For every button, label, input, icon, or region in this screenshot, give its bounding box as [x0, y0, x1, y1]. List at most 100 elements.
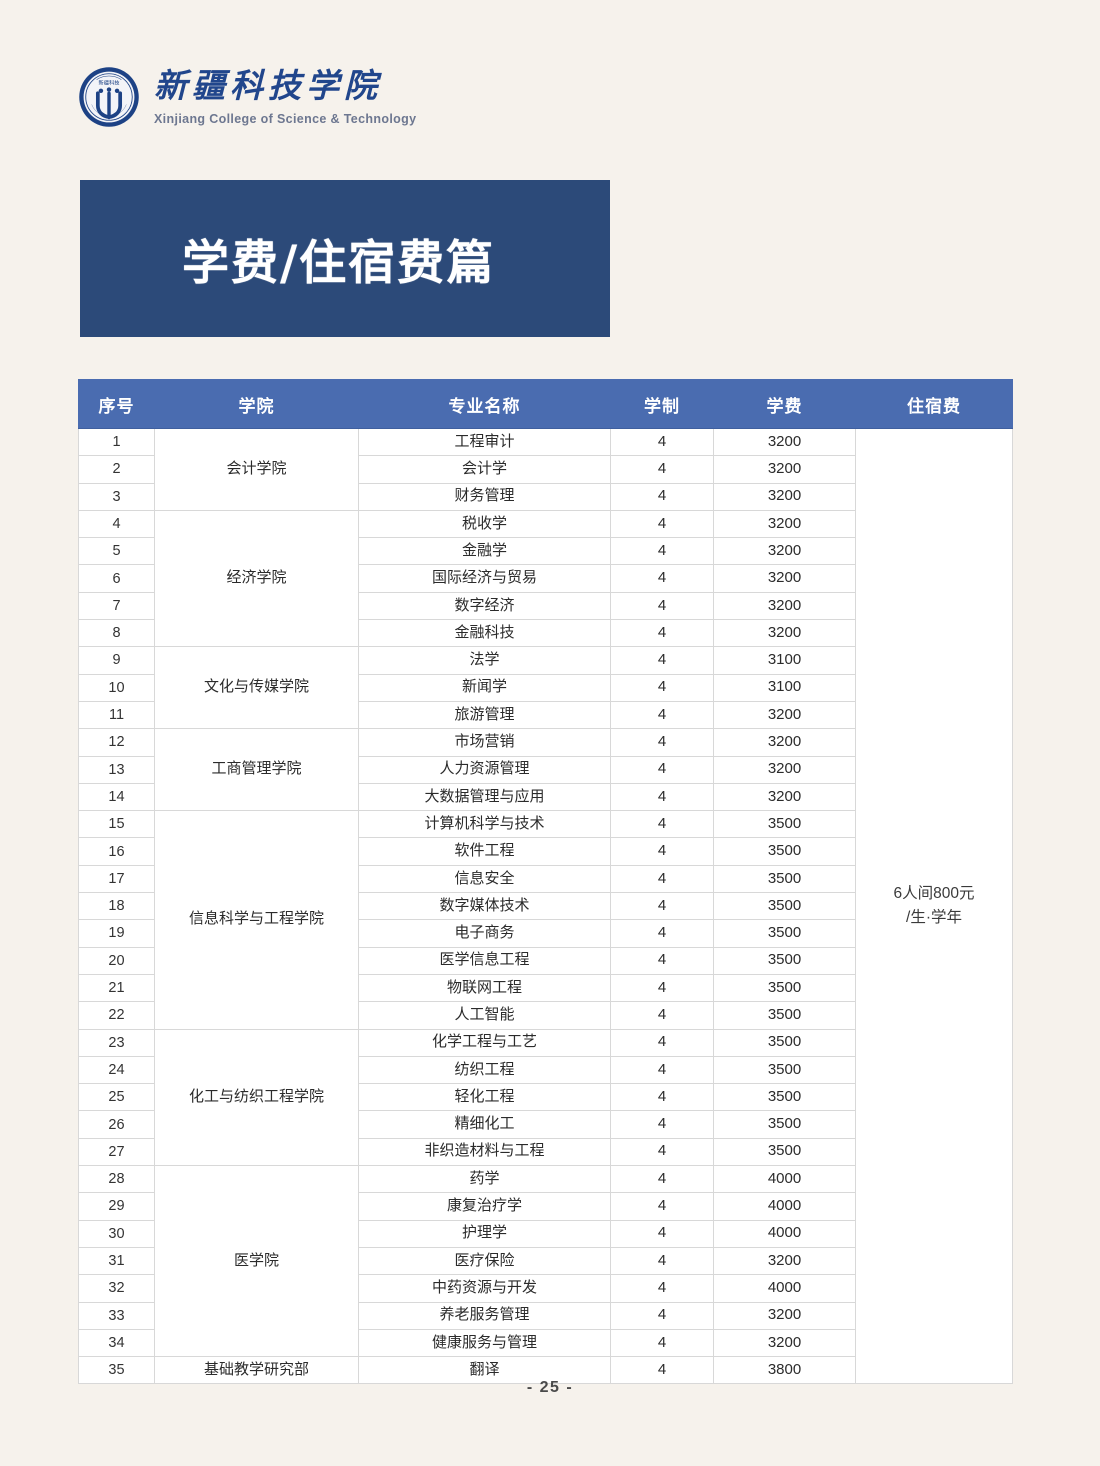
cell-index: 22 [78, 1001, 155, 1030]
cell-index: 4 [78, 509, 155, 539]
table-header-row: 序号 学院 专业名称 学制 学费 住宿费 [78, 379, 1013, 429]
cell-index: 1 [78, 427, 155, 457]
cell-tuition: 3200 [713, 1246, 856, 1276]
cell-major: 化学工程与工艺 [358, 1028, 611, 1057]
table-row: 31 医疗保险 4 3200 [78, 1246, 1013, 1276]
cell-school: 会计学院 [154, 428, 359, 511]
cell-tuition: 3200 [713, 455, 856, 484]
table-row: 30 护理学 4 4000 [78, 1219, 1013, 1248]
cell-major: 精细化工 [358, 1110, 611, 1139]
cell-tuition: 3800 [713, 1356, 856, 1385]
cell-tuition: 3200 [713, 564, 856, 593]
cell-index: 32 [78, 1274, 155, 1303]
cell-years: 4 [610, 892, 714, 921]
cell-major: 法学 [358, 646, 611, 675]
cell-major: 康复治疗学 [358, 1192, 611, 1221]
table-row: 7 数字经济 4 3200 [78, 591, 1013, 621]
cell-major: 软件工程 [358, 837, 611, 866]
table-row: 20 医学信息工程 4 3500 [78, 946, 1013, 975]
table-row: 23 化工与纺织工程学院 化学工程与工艺 4 3500 [78, 1028, 1013, 1167]
cell-years: 4 [610, 919, 714, 948]
cell-index: 2 [78, 455, 155, 484]
university-seal-icon: 新疆科技 [79, 67, 139, 127]
cell-years: 4 [610, 782, 714, 812]
cell-index: 6 [78, 564, 155, 593]
page-number-footer: - 25 - [526, 1379, 574, 1396]
cell-major: 医学信息工程 [358, 946, 611, 975]
cell-tuition: 3500 [713, 1110, 856, 1139]
cell-index: 33 [78, 1301, 155, 1330]
cell-years: 4 [610, 1055, 714, 1085]
fee-table-container: 序号 学院 专业名称 学制 学费 住宿费 1 会计学院 工程审计 4 3200 6人间80… [78, 379, 1013, 1385]
cell-tuition: 3500 [713, 810, 856, 839]
cell-index: 8 [78, 619, 155, 648]
cell-major: 工程审计 [358, 427, 611, 457]
cell-tuition: 3200 [713, 482, 856, 511]
cell-tuition: 3500 [713, 837, 856, 866]
cell-major: 数字媒体技术 [358, 892, 611, 921]
cell-major: 电子商务 [358, 919, 611, 948]
cell-tuition: 3500 [713, 946, 856, 975]
cell-index: 30 [78, 1219, 155, 1248]
cell-years: 4 [610, 1028, 714, 1057]
table-row: 17 信息安全 4 3500 [78, 864, 1013, 894]
cell-major: 大数据管理与应用 [358, 782, 611, 812]
table-header: 序号 学院 专业名称 学制 学费 住宿费 [78, 379, 1013, 429]
cell-tuition: 3100 [713, 646, 856, 675]
cell-index: 11 [78, 700, 155, 730]
table-row: 25 轻化工程 4 3500 [78, 1083, 1013, 1112]
table-row: 1 会计学院 工程审计 4 3200 6人间800元/生·学年 [78, 427, 1013, 1385]
table-row: 12 工商管理学院 市场营销 4 3200 [78, 728, 1013, 812]
table-row: 19 电子商务 4 3500 [78, 919, 1013, 948]
cell-tuition: 3500 [713, 892, 856, 921]
section-title-banner: 学费/住宿费篇 [80, 180, 610, 337]
cell-major: 税收学 [358, 509, 611, 539]
cell-tuition: 4000 [713, 1192, 856, 1221]
cell-major: 中药资源与开发 [358, 1274, 611, 1303]
cell-major: 健康服务与管理 [358, 1328, 611, 1358]
cell-tuition: 3200 [713, 782, 856, 812]
cell-tuition: 3500 [713, 1055, 856, 1085]
cell-tuition: 3200 [713, 1328, 856, 1358]
cell-tuition: 3500 [713, 1001, 856, 1030]
cell-years: 4 [610, 1246, 714, 1276]
cell-major: 金融科技 [358, 619, 611, 648]
cell-major: 护理学 [358, 1219, 611, 1248]
table-row: 8 金融科技 4 3200 [78, 619, 1013, 648]
table-row: 15 信息科学与工程学院 计算机科学与技术 4 3500 [78, 810, 1013, 1030]
cell-major: 金融学 [358, 537, 611, 566]
cell-index: 28 [78, 1165, 155, 1194]
cell-major: 会计学 [358, 455, 611, 484]
cell-major: 物联网工程 [358, 973, 611, 1003]
cell-years: 4 [610, 1328, 714, 1358]
tuition-and-dorm-fee-table: 序号 学院 专业名称 学制 学费 住宿费 1 会计学院 工程审计 4 3200 6人间80… [78, 379, 1013, 1385]
cell-years: 4 [610, 673, 714, 702]
section-title: 学费/住宿费篇 [182, 236, 496, 291]
svg-text:新疆科技: 新疆科技 [98, 79, 120, 87]
cell-major: 旅游管理 [358, 700, 611, 730]
cell-index: 27 [78, 1137, 155, 1167]
table-row: 26 精细化工 4 3500 [78, 1110, 1013, 1139]
cell-index: 31 [78, 1246, 155, 1276]
cell-years: 4 [610, 864, 714, 894]
cell-school: 文化与传媒学院 [154, 646, 359, 730]
cell-major: 数字经济 [358, 591, 611, 621]
cell-tuition: 3200 [713, 728, 856, 757]
table-row: 2 会计学 4 3200 [78, 455, 1013, 484]
cell-index: 3 [78, 482, 155, 511]
table-row: 27 非织造材料与工程 4 3500 [78, 1137, 1013, 1167]
cell-years: 4 [610, 1165, 714, 1194]
cell-index: 12 [78, 728, 155, 757]
cell-years: 4 [610, 1137, 714, 1167]
cell-major: 翻译 [358, 1356, 611, 1385]
table-row: 32 中药资源与开发 4 4000 [78, 1274, 1013, 1303]
cell-dorm-fee: 6人间800元/生·学年 [855, 427, 1013, 1385]
cell-index: 19 [78, 919, 155, 948]
cell-tuition: 4000 [713, 1219, 856, 1248]
cell-tuition: 3200 [713, 427, 856, 457]
table-row: 16 软件工程 4 3500 [78, 837, 1013, 866]
cell-years: 4 [610, 973, 714, 1003]
cell-years: 4 [610, 564, 714, 593]
cell-tuition: 3200 [713, 509, 856, 539]
